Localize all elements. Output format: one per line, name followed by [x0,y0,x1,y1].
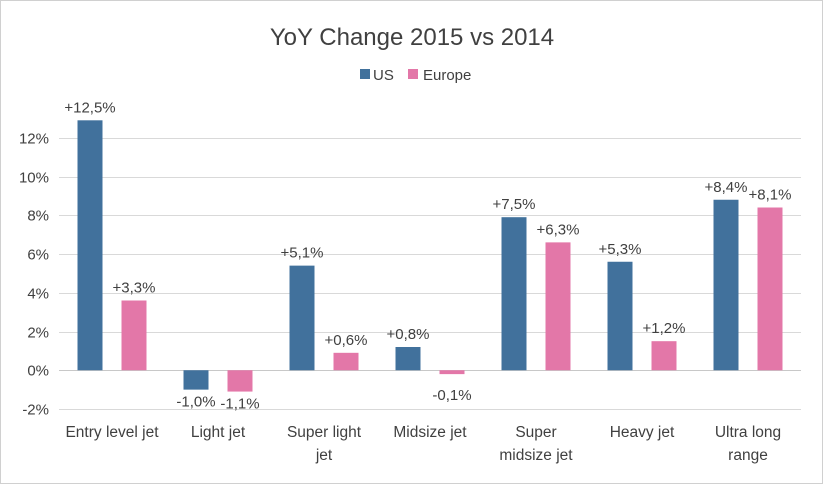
bar-europe [545,242,571,371]
legend: US Europe [360,67,471,84]
y-tick-label: -2% [22,402,49,419]
x-tick-label: Ultra long [715,424,781,441]
bar-europe [121,300,147,371]
bar-us [713,199,739,371]
data-label: +6,3% [537,221,580,238]
data-label: -1,0% [176,394,215,411]
legend-label-europe: Europe [423,67,471,84]
y-tick-label: 10% [19,170,49,187]
bar-europe [651,341,677,371]
bar-us [77,120,103,371]
bar-europe [757,207,783,371]
legend-swatch-us [360,69,370,79]
y-tick-label: 12% [19,131,49,148]
bar-europe [227,370,253,392]
data-label: +5,1% [281,245,324,262]
y-tick-label: 8% [27,208,49,225]
data-label: +7,5% [493,196,536,213]
bar-us [289,265,315,371]
x-tick-label: Super [515,424,556,441]
data-label: +8,1% [749,187,792,204]
bar-us [183,370,209,390]
data-label: +0,8% [387,326,430,343]
bars [77,120,783,392]
data-label: +3,3% [113,280,156,297]
bar-europe [439,370,465,375]
legend-swatch-europe [408,69,418,79]
data-label: +5,3% [599,241,642,258]
data-label: -1,1% [220,396,259,413]
data-labels: +12,5% +3,3% -1,0% -1,1% +5,1% +0,6% +0,8% -0,1… [64,99,791,412]
x-axis: Entry level jet Light jet Super light jet Mi… [65,424,781,464]
x-tick-label: Super light [287,424,362,441]
data-label: +12,5% [64,99,115,116]
data-label: -0,1% [432,387,471,404]
y-tick-label: 6% [27,247,49,264]
gridlines [59,138,801,410]
data-label: +1,2% [643,320,686,337]
bar-us [607,261,633,371]
bar-us [501,217,527,371]
x-tick-label: midsize jet [499,447,573,464]
x-tick-label: Entry level jet [65,424,159,441]
data-label: +8,4% [705,179,748,196]
y-tick-label: 0% [27,363,49,380]
y-tick-label: 2% [27,325,49,342]
bar-europe [333,352,359,371]
data-label: +0,6% [325,332,368,349]
x-tick-label: jet [315,447,333,464]
x-tick-label: range [728,447,768,464]
x-tick-label: Light jet [191,424,246,441]
bar-us [395,347,421,371]
x-tick-label: Midsize jet [393,424,467,441]
legend-label-us: US [373,67,394,84]
chart-title: YoY Change 2015 vs 2014 [270,24,554,51]
y-tick-label: 4% [27,286,49,303]
y-axis: -2% 0% 2% 4% 6% 8% 10% 12% [19,131,49,419]
x-tick-label: Heavy jet [610,424,675,441]
